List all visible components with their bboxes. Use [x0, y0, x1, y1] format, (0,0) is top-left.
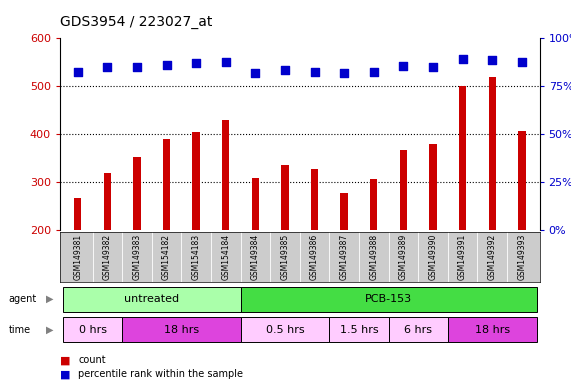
- Text: ■: ■: [60, 369, 70, 379]
- Text: GSM149384: GSM149384: [251, 234, 260, 280]
- Text: untreated: untreated: [124, 294, 179, 304]
- Text: ▶: ▶: [46, 294, 53, 304]
- Bar: [240, 318, 329, 342]
- Point: [428, 64, 437, 70]
- Bar: [252, 177, 259, 326]
- Point: [310, 69, 319, 75]
- Bar: [311, 169, 318, 326]
- Text: ▶: ▶: [46, 325, 53, 335]
- Bar: [489, 77, 496, 326]
- Point: [399, 63, 408, 69]
- Point: [340, 70, 349, 76]
- Point: [192, 60, 201, 66]
- Point: [280, 66, 289, 73]
- Text: GDS3954 / 223027_at: GDS3954 / 223027_at: [60, 15, 212, 29]
- Text: 1.5 hrs: 1.5 hrs: [340, 325, 379, 335]
- Text: GSM154182: GSM154182: [162, 234, 171, 280]
- Point: [458, 56, 467, 62]
- Text: agent: agent: [9, 294, 37, 304]
- Text: GSM149393: GSM149393: [517, 234, 526, 280]
- Point: [251, 70, 260, 76]
- Text: 6 hrs: 6 hrs: [404, 325, 432, 335]
- Text: 0 hrs: 0 hrs: [79, 325, 107, 335]
- Bar: [518, 131, 525, 326]
- Bar: [448, 318, 537, 342]
- Text: GSM149391: GSM149391: [458, 234, 467, 280]
- Point: [73, 69, 82, 75]
- Text: GSM149387: GSM149387: [340, 234, 349, 280]
- Bar: [459, 86, 467, 326]
- Bar: [370, 179, 377, 326]
- Bar: [192, 132, 200, 326]
- Text: GSM149383: GSM149383: [132, 234, 142, 280]
- Text: GSM149381: GSM149381: [73, 234, 82, 280]
- Point: [488, 57, 497, 63]
- Point: [162, 62, 171, 68]
- Text: 18 hrs: 18 hrs: [475, 325, 510, 335]
- Point: [103, 64, 112, 70]
- Text: GSM149385: GSM149385: [280, 234, 289, 280]
- Bar: [74, 198, 82, 326]
- Text: GSM154184: GSM154184: [221, 234, 230, 280]
- Text: PCB-153: PCB-153: [365, 294, 412, 304]
- Text: time: time: [9, 325, 31, 335]
- Text: GSM149389: GSM149389: [399, 234, 408, 280]
- Text: GSM149382: GSM149382: [103, 234, 112, 280]
- Bar: [282, 165, 289, 326]
- Bar: [329, 318, 389, 342]
- Bar: [429, 144, 437, 326]
- Text: count: count: [78, 355, 106, 365]
- Text: 0.5 hrs: 0.5 hrs: [266, 325, 304, 335]
- Text: 18 hrs: 18 hrs: [164, 325, 199, 335]
- Bar: [389, 318, 448, 342]
- Text: GSM149392: GSM149392: [488, 234, 497, 280]
- Bar: [222, 120, 230, 326]
- Point: [369, 69, 379, 75]
- Bar: [133, 157, 140, 326]
- Text: percentile rank within the sample: percentile rank within the sample: [78, 369, 243, 379]
- Bar: [240, 287, 537, 311]
- Bar: [340, 193, 348, 326]
- Bar: [163, 139, 170, 326]
- Bar: [63, 287, 240, 311]
- Bar: [122, 318, 240, 342]
- Text: GSM149388: GSM149388: [369, 234, 379, 280]
- Point: [517, 59, 526, 65]
- Text: GSM149386: GSM149386: [310, 234, 319, 280]
- Bar: [103, 173, 111, 326]
- Text: GSM149390: GSM149390: [428, 234, 437, 280]
- Text: GSM154183: GSM154183: [192, 234, 200, 280]
- Bar: [63, 318, 122, 342]
- Bar: [400, 150, 407, 326]
- Text: ■: ■: [60, 355, 70, 365]
- Point: [221, 59, 230, 65]
- Point: [132, 64, 142, 70]
